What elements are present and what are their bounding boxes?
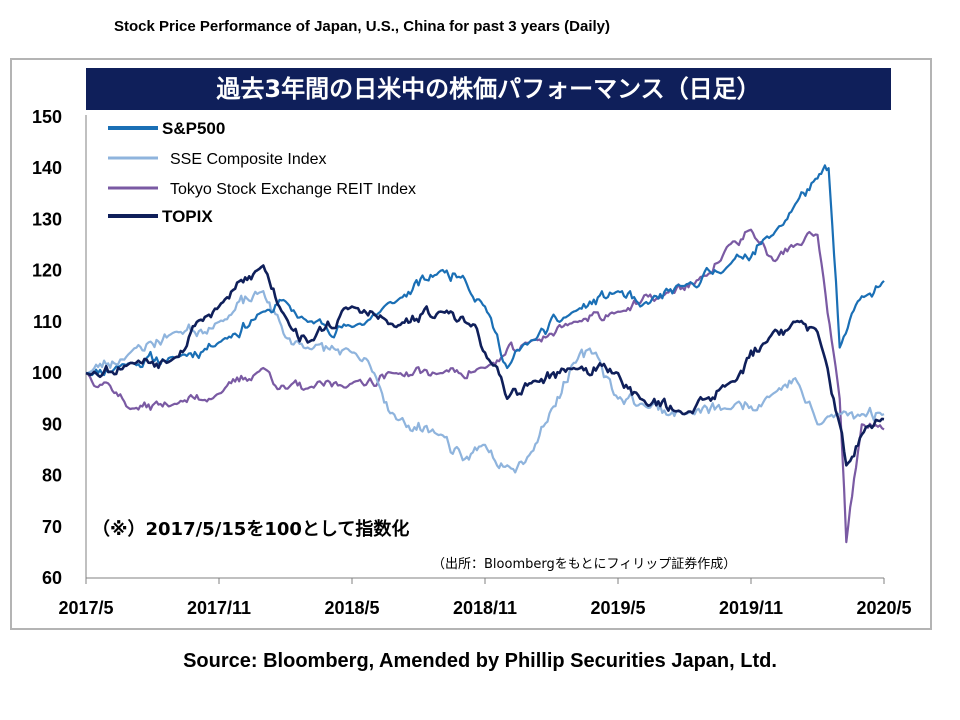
x-tick-label: 2019/11 <box>719 598 783 618</box>
index-note: （※）2017/5/15を100として指数化 <box>92 518 409 540</box>
series-lines <box>85 164 885 544</box>
chart-frame <box>10 58 932 630</box>
y-tick-label: 70 <box>42 517 62 537</box>
series-line-s-p500 <box>85 164 885 377</box>
legend-label: TOPIX <box>162 207 213 226</box>
x-tick-label: 2018/5 <box>324 598 379 618</box>
source-footer: Source: Bloomberg, Amended by Phillip Se… <box>183 650 777 672</box>
source-note: （出所：Bloombergをもとにフィリップ証券作成） <box>432 556 736 572</box>
y-tick-label: 150 <box>32 107 62 127</box>
chart-title: 過去3年間の日米中の株価パフォーマンス（日足） <box>86 68 891 110</box>
y-tick-label: 90 <box>42 414 62 434</box>
y-tick-label: 140 <box>32 158 62 178</box>
y-tick-label: 120 <box>32 261 62 281</box>
x-tick-label: 2017/5 <box>58 598 113 618</box>
series-line-topix <box>85 264 885 467</box>
y-tick-label: 130 <box>32 209 62 229</box>
y-axis-ticks: 150 140 130 120 110 100 90 80 70 60 <box>32 107 62 588</box>
x-tick-label: 2017/11 <box>187 598 251 618</box>
chart-caption: Stock Price Performance of Japan, U.S., … <box>114 18 611 35</box>
series-line-tokyo-stock-exchange-reit-index <box>85 228 885 544</box>
series-line-sse-composite-index <box>85 290 885 474</box>
x-tick-label: 2018/11 <box>453 598 517 618</box>
legend-label: SSE Composite Index <box>170 151 327 168</box>
y-tick-label: 100 <box>32 363 62 383</box>
y-tick-label: 80 <box>42 466 62 486</box>
chart-legend: S&P500 SSE Composite Index Tokyo Stock Exc… <box>108 119 416 226</box>
y-tick-label: 60 <box>42 568 62 588</box>
x-axis-ticks: 2017/5 2017/11 2018/5 2018/11 2019/5 2019/11 2… <box>58 578 912 618</box>
y-tick-label: 110 <box>33 312 62 332</box>
x-tick-label: 2019/5 <box>590 598 645 618</box>
legend-label: S&P500 <box>162 119 225 138</box>
legend-label: Tokyo Stock Exchange REIT Index <box>170 181 416 198</box>
x-tick-label: 2020/5 <box>856 598 911 618</box>
